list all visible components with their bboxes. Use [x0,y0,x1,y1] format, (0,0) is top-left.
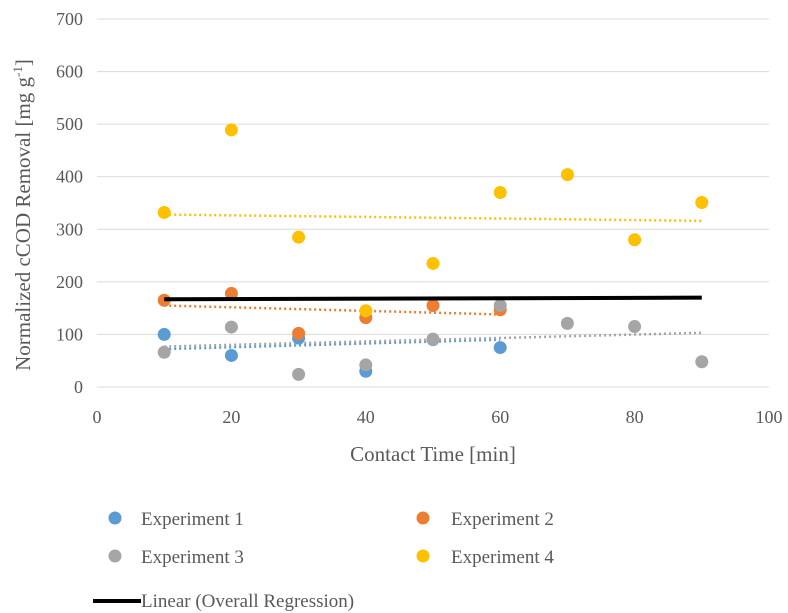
x-tick-label: 100 [756,407,783,427]
data-points [157,123,709,381]
legend-label-overall-regression: Linear (Overall Regression) [141,591,354,612]
point-experiment-4 [359,304,373,318]
tick-labels: 0 100 200 300 400 500 600 700 0 20 40 60 80 100 [56,9,783,427]
x-tick-label: 40 [357,407,375,427]
y-tick-label: 0 [74,377,83,397]
point-experiment-3 [493,299,507,313]
legend-marker-experiment-2 [416,511,430,525]
point-experiment-4 [292,230,306,244]
y-tick-label: 500 [56,114,83,134]
trendline-experiment-2 [164,304,501,316]
point-experiment-2 [224,286,238,300]
point-experiment-4 [628,233,642,247]
point-experiment-3 [224,320,238,334]
y-tick-label: 100 [56,324,83,344]
point-experiment-1 [493,341,507,355]
point-experiment-1 [224,348,238,362]
legend-label-experiment-2: Experiment 2 [451,509,554,530]
point-experiment-2 [426,299,440,313]
legend-item-experiment-4: Experiment 4 [416,547,554,568]
legend-marker-experiment-3 [108,549,122,563]
legend-label-experiment-3: Experiment 3 [141,547,244,568]
overall-regression [164,295,702,302]
y-tick-label: 400 [56,167,83,187]
point-experiment-3 [426,332,440,346]
trendline-experiment-1 [164,338,501,351]
trendline-experiment-4 [164,213,702,223]
point-experiment-3 [695,355,709,369]
point-experiment-3 [628,320,642,334]
x-tick-label: 20 [222,407,240,427]
y-tick-label: 600 [56,62,83,82]
legend: Experiment 1 Experiment 2 Experiment 3 E… [93,509,554,612]
x-tick-label: 60 [491,407,509,427]
legend-item-experiment-2: Experiment 2 [416,509,554,530]
y-tick-label: 200 [56,272,83,292]
legend-item-experiment-3: Experiment 3 [108,547,244,568]
gridlines [97,18,769,388]
point-experiment-4 [157,205,171,219]
point-experiment-1 [157,327,171,341]
point-experiment-3 [292,367,306,381]
legend-marker-experiment-4 [416,549,430,563]
point-experiment-3 [560,316,574,330]
point-experiment-2 [157,293,171,307]
legend-item-overall-regression: Linear (Overall Regression) [93,591,354,612]
legend-label-experiment-4: Experiment 4 [451,547,554,568]
y-tick-label: 700 [56,9,83,29]
point-experiment-4 [224,123,238,137]
point-experiment-4 [695,195,709,209]
point-experiment-4 [493,185,507,199]
point-experiment-3 [359,358,373,372]
legend-marker-experiment-1 [108,511,122,525]
y-tick-label: 300 [56,219,83,239]
trendlines [164,213,702,351]
legend-label-experiment-1: Experiment 1 [141,509,244,530]
x-tick-label: 80 [626,407,644,427]
point-experiment-4 [426,256,440,270]
legend-item-experiment-1: Experiment 1 [108,509,244,530]
x-tick-label: 0 [93,407,102,427]
x-axis-title: Contact Time [min] [350,442,516,466]
overall-regression-line [164,295,702,302]
point-experiment-4 [560,168,574,182]
point-experiment-3 [157,345,171,359]
y-axis-title: Normalized cCOD Removal [mg g-1] [10,59,35,371]
point-experiment-2 [292,326,306,340]
